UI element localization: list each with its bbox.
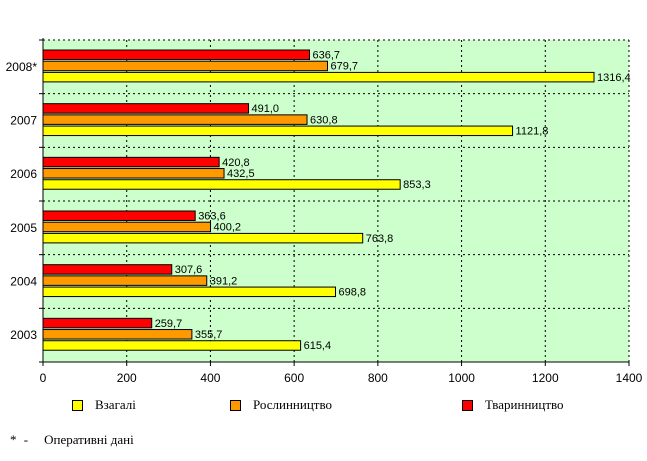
- category-label-2003: 2003: [10, 328, 37, 342]
- value-label-crops-2005: 400,2: [214, 222, 242, 234]
- value-label-crops-2007: 630,8: [310, 114, 338, 126]
- bar-crops-2007: [42, 114, 308, 125]
- value-label-total-2008: 1316,4: [597, 72, 631, 84]
- footnote-mark: * -: [10, 432, 31, 447]
- x-tick-label-600: 600: [284, 371, 304, 385]
- bar-livestock-2007: [42, 103, 250, 114]
- x-tick-label-1200: 1200: [532, 371, 559, 385]
- x-tick-label-200: 200: [117, 371, 137, 385]
- bar-livestock-2005: [42, 210, 196, 221]
- bar-livestock-2006: [42, 156, 220, 168]
- footnote-text: Оперативні дані: [44, 432, 134, 447]
- category-label-2005: 2005: [10, 221, 37, 235]
- value-label-total-2007: 1121,8: [516, 126, 549, 138]
- legend-swatch-total: [72, 399, 83, 411]
- value-label-livestock-2007: 491,0: [252, 103, 280, 115]
- bar-crops-2004: [42, 275, 208, 286]
- value-label-livestock-2003: 259,7: [155, 318, 183, 330]
- value-label-total-2003: 615,4: [304, 340, 332, 352]
- footnote: * - Оперативні дані: [10, 432, 134, 448]
- value-label-livestock-2006: 420,8: [222, 157, 250, 169]
- bar-crops-2008: [42, 60, 329, 72]
- value-label-total-2004: 698,8: [338, 287, 366, 299]
- value-label-livestock-2004: 307,6: [175, 264, 203, 276]
- bar-livestock-2003: [42, 317, 153, 329]
- value-label-crops-2006: 432,5: [227, 168, 255, 180]
- x-tick-label-1400: 1400: [616, 371, 643, 385]
- x-tick-label-0: 0: [40, 371, 47, 385]
- bar-livestock-2004: [42, 264, 173, 275]
- bar-total-2007: [42, 125, 514, 137]
- legend-label-livestock: Тваринництво: [485, 397, 564, 412]
- bar-total-2005: [42, 232, 364, 244]
- value-label-total-2005: 763,8: [366, 233, 394, 245]
- category-label-2004: 2004: [10, 275, 37, 289]
- legend-item-total: Взагалі: [72, 397, 136, 413]
- category-label-2006: 2006: [10, 167, 37, 181]
- legend-label-crops: Рослинництво: [253, 397, 333, 412]
- value-label-livestock-2005: 363,6: [198, 211, 226, 223]
- value-label-total-2006: 853,3: [403, 179, 431, 191]
- bar-crops-2006: [42, 168, 225, 179]
- category-label-2007: 2007: [10, 114, 37, 128]
- legend-swatch-crops: [230, 399, 241, 411]
- x-tick-label-1000: 1000: [448, 371, 475, 385]
- category-label-2008: 2008*: [6, 60, 38, 74]
- bar-livestock-2008: [42, 49, 311, 60]
- bar-total-2004: [42, 286, 336, 298]
- bar-crops-2003: [42, 329, 193, 340]
- bar-crops-2005: [42, 221, 212, 233]
- legend-item-crops: Рослинництво: [230, 397, 332, 413]
- bar-total-2006: [42, 179, 401, 190]
- value-label-crops-2003: 355,7: [195, 329, 223, 341]
- legend-item-livestock: Тваринництво: [462, 397, 564, 413]
- bar-total-2008: [42, 71, 595, 83]
- legend-swatch-livestock: [462, 399, 473, 411]
- x-tick-label-400: 400: [200, 371, 220, 385]
- bar-total-2003: [42, 340, 302, 351]
- value-label-livestock-2008: 636,7: [313, 50, 341, 62]
- value-label-crops-2004: 391,2: [210, 275, 238, 287]
- legend-label-total: Взагалі: [95, 397, 136, 412]
- plot-area: [43, 40, 629, 362]
- x-tick-label-800: 800: [368, 371, 388, 385]
- value-label-crops-2008: 679,7: [331, 61, 359, 73]
